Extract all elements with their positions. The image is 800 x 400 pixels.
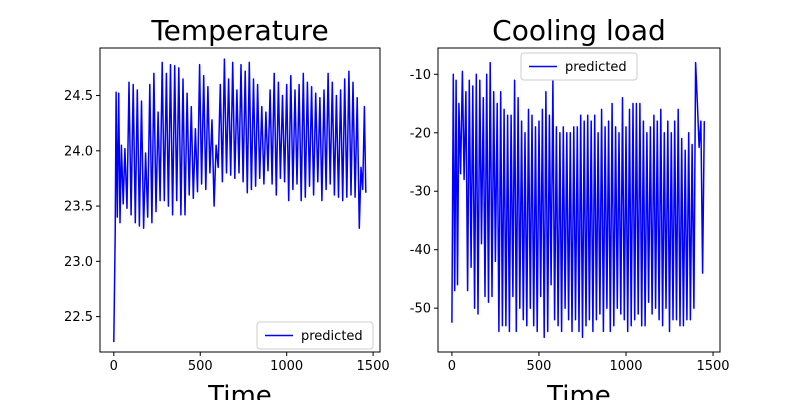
y-tick-label: -20: [410, 126, 431, 141]
series-line-predicted: [113, 58, 367, 343]
x-tick-label: 0: [448, 359, 456, 374]
y-tick-label: -10: [410, 68, 431, 83]
y-tick-label: 22.5: [64, 310, 93, 325]
chart-title: Cooling load: [492, 14, 666, 47]
series-line-predicted: [451, 61, 706, 339]
legend-label: predicted: [301, 329, 363, 344]
x-tick-label: 0: [110, 359, 118, 374]
legend: predicted: [520, 52, 638, 81]
x-tick-label: 500: [527, 359, 552, 374]
legend-box: [520, 52, 638, 81]
y-tick-label: 23.5: [64, 200, 93, 215]
legend-box: [256, 321, 374, 350]
x-tick-label: 500: [188, 359, 213, 374]
y-tick-label: -50: [410, 302, 431, 317]
x-axis-label: Time: [546, 381, 611, 400]
chart-1: Temperature 0 500 1000 1500 22.5 23.0 23.5 24.0 2…: [64, 14, 390, 400]
legend-label: predicted: [565, 60, 627, 75]
x-tick-label: 1500: [357, 359, 390, 374]
x-tick-label: 1000: [609, 359, 642, 374]
y-tick-label: -40: [410, 243, 431, 258]
x-tick-label: 1000: [270, 359, 303, 374]
x-tick-label: 1500: [696, 359, 729, 374]
y-tick-label: -30: [410, 185, 431, 200]
y-tick-label: 23.0: [64, 255, 93, 270]
plot-frame: [437, 47, 721, 353]
y-tick-label: 24.5: [64, 89, 93, 104]
y-tick-label: 24.0: [64, 144, 93, 159]
plot-frame: [99, 47, 381, 353]
x-axis-label: Time: [207, 381, 272, 400]
chart-title: Temperature: [150, 14, 328, 47]
legend: predicted: [256, 321, 374, 350]
chart-2: Cooling load 0 500 1000 1500 -50 -40 -30 -20 -10 T…: [410, 14, 730, 400]
